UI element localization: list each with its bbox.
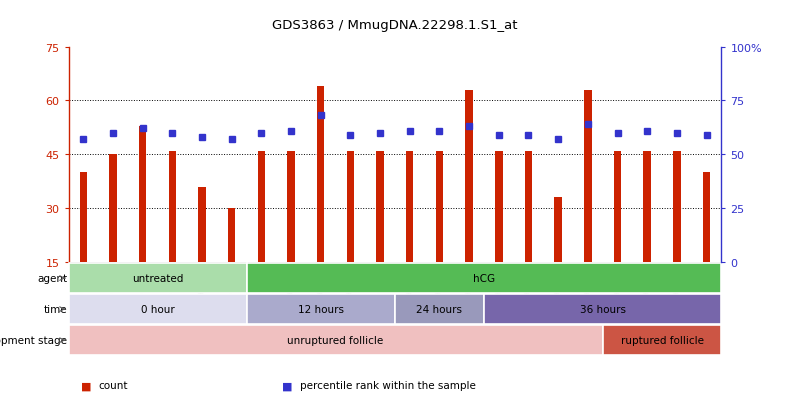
- Bar: [465, 90, 473, 262]
- Bar: [110, 155, 117, 262]
- Text: unruptured follicle: unruptured follicle: [288, 335, 384, 345]
- Bar: [69, 325, 603, 355]
- Bar: [703, 173, 710, 262]
- Bar: [643, 151, 651, 262]
- Bar: [673, 151, 680, 262]
- Text: hCG: hCG: [473, 273, 495, 283]
- Bar: [584, 90, 592, 262]
- Text: 0 hour: 0 hour: [141, 304, 174, 314]
- Text: percentile rank within the sample: percentile rank within the sample: [300, 380, 476, 390]
- Bar: [614, 151, 621, 262]
- Bar: [347, 151, 354, 262]
- Text: GDS3863 / MmugDNA.22298.1.S1_at: GDS3863 / MmugDNA.22298.1.S1_at: [272, 19, 517, 31]
- Bar: [376, 151, 384, 262]
- Text: 24 hours: 24 hours: [417, 304, 463, 314]
- Text: development stage: development stage: [0, 335, 67, 345]
- Bar: [395, 294, 484, 324]
- Bar: [317, 87, 325, 262]
- Bar: [436, 151, 443, 262]
- Text: time: time: [44, 304, 67, 314]
- Bar: [258, 151, 265, 262]
- Bar: [247, 294, 395, 324]
- Bar: [69, 294, 247, 324]
- Bar: [288, 151, 295, 262]
- Bar: [484, 294, 721, 324]
- Text: ■: ■: [81, 380, 91, 390]
- Bar: [168, 151, 176, 262]
- Bar: [247, 263, 721, 293]
- Bar: [525, 151, 532, 262]
- Bar: [495, 151, 502, 262]
- Text: count: count: [98, 380, 128, 390]
- Bar: [555, 198, 562, 262]
- Text: untreated: untreated: [132, 273, 183, 283]
- Bar: [80, 173, 87, 262]
- Bar: [228, 209, 235, 262]
- Bar: [603, 325, 721, 355]
- Bar: [69, 263, 247, 293]
- Text: ■: ■: [282, 380, 293, 390]
- Text: ruptured follicle: ruptured follicle: [621, 335, 704, 345]
- Bar: [406, 151, 413, 262]
- Bar: [198, 187, 206, 262]
- Text: 12 hours: 12 hours: [297, 304, 343, 314]
- Bar: [139, 126, 147, 262]
- Text: 36 hours: 36 hours: [580, 304, 625, 314]
- Text: agent: agent: [37, 273, 67, 283]
